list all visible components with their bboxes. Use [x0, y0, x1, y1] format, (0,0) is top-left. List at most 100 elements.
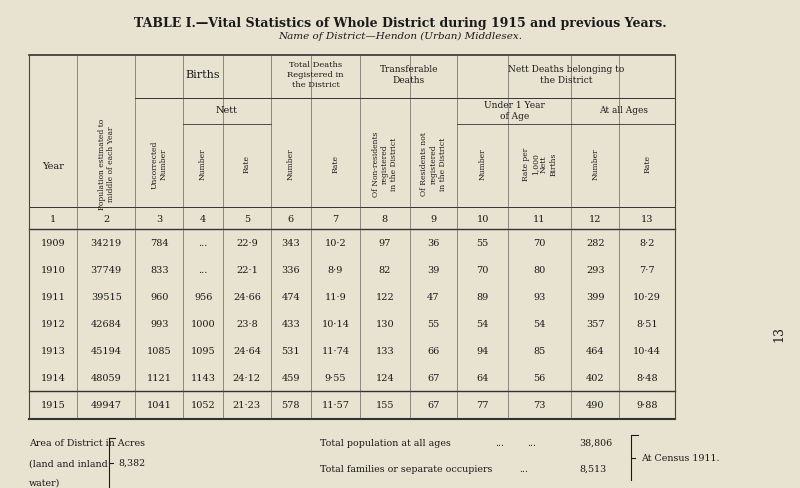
Text: 1909: 1909: [41, 238, 66, 247]
Text: 48059: 48059: [91, 374, 122, 383]
Text: 11·9: 11·9: [325, 292, 346, 302]
Text: 5: 5: [244, 214, 250, 223]
Text: 42684: 42684: [90, 320, 122, 328]
Text: 70: 70: [476, 265, 489, 274]
Text: 54: 54: [534, 320, 546, 328]
Text: 3: 3: [156, 214, 162, 223]
Text: Total population at all ages: Total population at all ages: [320, 438, 451, 447]
Text: 8,382: 8,382: [118, 458, 146, 467]
Text: 1052: 1052: [190, 401, 215, 409]
Text: 55: 55: [476, 238, 489, 247]
Text: 1910: 1910: [41, 265, 66, 274]
Text: 9·88: 9·88: [636, 401, 658, 409]
Text: 56: 56: [534, 374, 546, 383]
Text: 1085: 1085: [147, 346, 171, 356]
Text: Number: Number: [591, 148, 599, 180]
Text: Uncorrected
Number: Uncorrected Number: [150, 140, 168, 188]
Text: 21·23: 21·23: [233, 401, 261, 409]
Text: Rate: Rate: [643, 155, 651, 173]
Text: 1095: 1095: [190, 346, 215, 356]
Text: ...: ...: [198, 265, 208, 274]
Text: 399: 399: [586, 292, 605, 302]
Text: Area of District in Acres: Area of District in Acres: [30, 438, 146, 447]
Text: Nett Deaths belonging to
the District: Nett Deaths belonging to the District: [508, 65, 625, 85]
Text: 464: 464: [586, 346, 605, 356]
Text: 10·2: 10·2: [325, 238, 346, 247]
Text: 66: 66: [427, 346, 440, 356]
Text: 22·9: 22·9: [236, 238, 258, 247]
Text: 13: 13: [772, 325, 785, 342]
Text: 8·48: 8·48: [636, 374, 658, 383]
Text: 357: 357: [586, 320, 605, 328]
Text: 124: 124: [375, 374, 394, 383]
Text: 1041: 1041: [147, 401, 172, 409]
Text: 9·55: 9·55: [325, 374, 346, 383]
Text: Rate: Rate: [331, 155, 339, 173]
Text: 39515: 39515: [90, 292, 122, 302]
Text: 1121: 1121: [146, 374, 172, 383]
Text: 531: 531: [282, 346, 300, 356]
Text: 10·29: 10·29: [634, 292, 661, 302]
Text: 47: 47: [427, 292, 440, 302]
Text: ...: ...: [519, 464, 528, 473]
Text: 94: 94: [476, 346, 489, 356]
Text: 54: 54: [476, 320, 489, 328]
Text: 37749: 37749: [90, 265, 122, 274]
Text: 77: 77: [476, 401, 489, 409]
Text: 343: 343: [282, 238, 300, 247]
Text: 7: 7: [332, 214, 338, 223]
Text: 39: 39: [427, 265, 440, 274]
Text: 293: 293: [586, 265, 605, 274]
Text: 1000: 1000: [190, 320, 215, 328]
Text: 8,513: 8,513: [579, 464, 606, 473]
Text: Transferable
Deaths: Transferable Deaths: [379, 65, 438, 85]
Text: 8·9: 8·9: [328, 265, 343, 274]
Text: 64: 64: [476, 374, 489, 383]
Text: 1911: 1911: [41, 292, 66, 302]
Text: 2: 2: [103, 214, 110, 223]
Text: Number: Number: [286, 148, 294, 180]
Text: 11: 11: [534, 214, 546, 223]
Text: 474: 474: [282, 292, 300, 302]
Text: 1915: 1915: [41, 401, 66, 409]
Text: 155: 155: [376, 401, 394, 409]
Text: TABLE I.—Vital Statistics of Whole District during 1915 and previous Years.: TABLE I.—Vital Statistics of Whole Distr…: [134, 17, 666, 30]
Text: 85: 85: [534, 346, 546, 356]
Text: 8: 8: [382, 214, 388, 223]
Text: 13: 13: [641, 214, 654, 223]
Text: 11·57: 11·57: [322, 401, 350, 409]
Text: 10·14: 10·14: [322, 320, 350, 328]
Text: 24·64: 24·64: [233, 346, 261, 356]
Text: 80: 80: [534, 265, 546, 274]
Text: Year: Year: [42, 162, 64, 171]
Text: 6: 6: [288, 214, 294, 223]
Text: Births: Births: [186, 70, 220, 80]
Text: 7·7: 7·7: [639, 265, 655, 274]
Text: 82: 82: [378, 265, 391, 274]
Text: 433: 433: [282, 320, 300, 328]
Text: 34219: 34219: [90, 238, 122, 247]
Text: 89: 89: [476, 292, 489, 302]
Text: 45194: 45194: [90, 346, 122, 356]
Text: 24·12: 24·12: [233, 374, 261, 383]
Text: 67: 67: [427, 401, 440, 409]
Text: (land and inland: (land and inland: [30, 459, 108, 468]
Text: ...: ...: [527, 438, 536, 447]
Text: 1912: 1912: [41, 320, 66, 328]
Text: 12: 12: [589, 214, 602, 223]
Text: 956: 956: [194, 292, 212, 302]
Text: 22·1: 22·1: [236, 265, 258, 274]
Text: Population estimated to
middle of each Year: Population estimated to middle of each Y…: [98, 119, 115, 209]
Text: Number: Number: [199, 148, 207, 180]
Text: 1914: 1914: [41, 374, 66, 383]
Text: 4: 4: [200, 214, 206, 223]
Text: 55: 55: [427, 320, 440, 328]
Text: 122: 122: [375, 292, 394, 302]
Text: Of Non-residents
registered
in the District: Of Non-residents registered in the Distr…: [372, 131, 398, 197]
Text: 9: 9: [430, 214, 437, 223]
Text: Nett: Nett: [216, 106, 238, 115]
Text: water): water): [30, 478, 61, 487]
Text: 8·51: 8·51: [636, 320, 658, 328]
Text: Rate: Rate: [243, 155, 251, 173]
Text: 1913: 1913: [41, 346, 66, 356]
